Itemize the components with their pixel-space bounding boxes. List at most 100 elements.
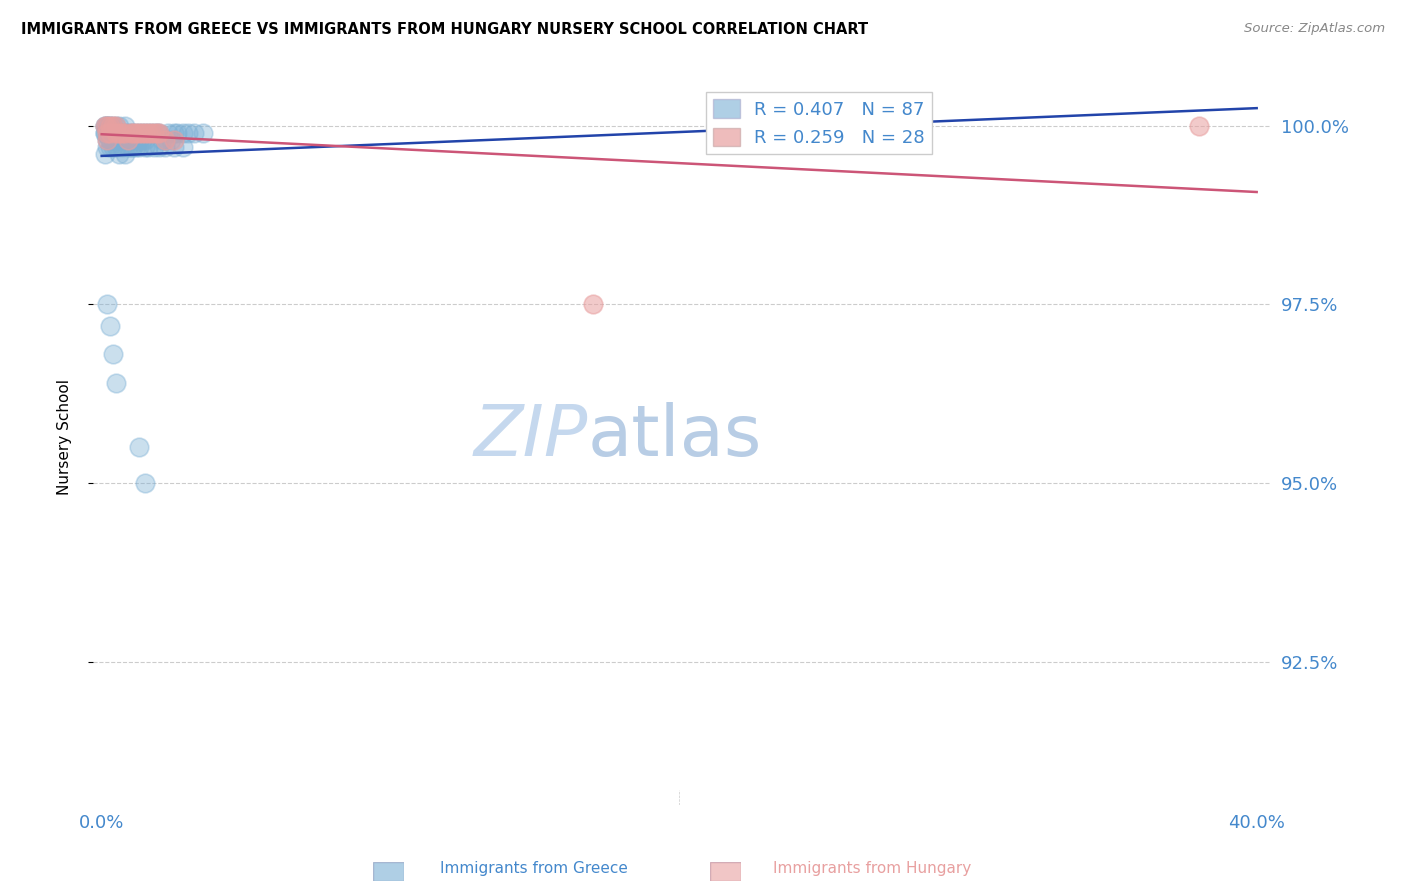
Point — [157, 126, 180, 140]
Point — [93, 119, 115, 133]
Point — [125, 126, 148, 140]
Point — [131, 126, 153, 140]
Point — [93, 119, 115, 133]
Text: ZIP: ZIP — [474, 402, 588, 471]
Point — [105, 126, 128, 140]
Point — [139, 126, 162, 140]
Point — [117, 126, 139, 140]
Point — [134, 126, 156, 140]
Y-axis label: Nursery School: Nursery School — [58, 378, 72, 494]
Point — [117, 140, 139, 154]
Point — [166, 126, 188, 140]
Point — [142, 126, 165, 140]
Point — [153, 140, 176, 154]
Point — [114, 147, 136, 161]
Point — [96, 297, 118, 311]
Point — [96, 126, 118, 140]
Point — [120, 126, 142, 140]
Point — [103, 140, 125, 154]
Point — [145, 126, 167, 140]
Point — [98, 126, 121, 140]
Legend: R = 0.407   N = 87, R = 0.259   N = 28: R = 0.407 N = 87, R = 0.259 N = 28 — [706, 92, 932, 154]
Point — [108, 119, 131, 133]
Point — [134, 133, 156, 147]
Point — [581, 297, 603, 311]
Point — [150, 133, 173, 147]
Point — [183, 126, 205, 140]
Point — [98, 140, 121, 154]
Point — [103, 133, 125, 147]
Point — [93, 119, 115, 133]
Point — [108, 133, 131, 147]
Point — [148, 140, 170, 154]
Point — [93, 147, 115, 161]
Point — [93, 126, 115, 140]
Point — [134, 126, 156, 140]
Point — [122, 140, 145, 154]
Point — [172, 126, 194, 140]
Point — [122, 126, 145, 140]
Point — [98, 119, 121, 133]
Point — [96, 140, 118, 154]
Point — [128, 133, 150, 147]
Point — [122, 133, 145, 147]
Point — [117, 133, 139, 147]
Point — [153, 133, 176, 147]
Point — [163, 126, 186, 140]
Point — [105, 140, 128, 154]
Point — [163, 133, 186, 147]
Point — [105, 126, 128, 140]
Point — [120, 140, 142, 154]
Point — [108, 147, 131, 161]
Point — [120, 126, 142, 140]
Point — [98, 133, 121, 147]
Point — [114, 119, 136, 133]
Point — [148, 126, 170, 140]
Point — [108, 126, 131, 140]
Point — [105, 126, 128, 140]
Point — [114, 133, 136, 147]
Point — [125, 133, 148, 147]
Point — [163, 140, 186, 154]
Point — [128, 140, 150, 154]
Point — [103, 119, 125, 133]
Point — [128, 126, 150, 140]
Point — [96, 119, 118, 133]
Point — [131, 126, 153, 140]
Point — [108, 126, 131, 140]
Point — [177, 126, 200, 140]
Point — [136, 140, 159, 154]
Point — [105, 119, 128, 133]
Point — [114, 126, 136, 140]
Point — [96, 126, 118, 140]
Text: Source: ZipAtlas.com: Source: ZipAtlas.com — [1244, 22, 1385, 36]
Point — [134, 140, 156, 154]
Point — [131, 133, 153, 147]
Point — [128, 126, 150, 140]
Point — [105, 133, 128, 147]
Point — [111, 126, 134, 140]
Point — [139, 126, 162, 140]
Point — [93, 126, 115, 140]
Point — [96, 133, 118, 147]
Point — [111, 140, 134, 154]
Point — [148, 126, 170, 140]
Point — [142, 140, 165, 154]
Text: Immigrants from Greece: Immigrants from Greece — [440, 861, 628, 876]
Point — [191, 126, 214, 140]
Point — [98, 126, 121, 140]
Point — [96, 126, 118, 140]
Point — [117, 133, 139, 147]
Point — [98, 318, 121, 333]
Point — [125, 140, 148, 154]
Point — [103, 126, 125, 140]
Point — [145, 126, 167, 140]
Point — [98, 119, 121, 133]
Point — [870, 126, 893, 140]
Point — [111, 133, 134, 147]
Point — [125, 126, 148, 140]
Point — [128, 440, 150, 454]
Point — [103, 119, 125, 133]
Point — [96, 119, 118, 133]
Point — [122, 126, 145, 140]
